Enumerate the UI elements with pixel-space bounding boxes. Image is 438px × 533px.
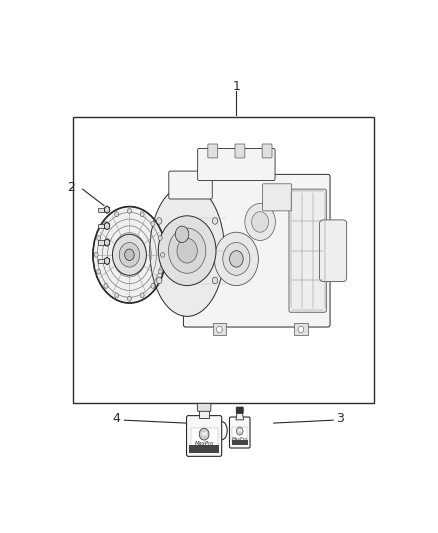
- Circle shape: [115, 293, 119, 298]
- Text: MaxPro: MaxPro: [232, 437, 248, 441]
- Polygon shape: [104, 257, 110, 265]
- Text: MaxPro: MaxPro: [194, 441, 214, 446]
- Circle shape: [237, 427, 243, 435]
- FancyBboxPatch shape: [230, 417, 250, 448]
- Polygon shape: [236, 412, 244, 420]
- Text: M: M: [201, 432, 207, 437]
- Circle shape: [223, 243, 250, 276]
- FancyBboxPatch shape: [319, 220, 346, 281]
- Circle shape: [104, 284, 108, 288]
- Bar: [98, 207, 106, 212]
- Ellipse shape: [150, 185, 224, 317]
- FancyBboxPatch shape: [235, 144, 245, 158]
- Circle shape: [177, 238, 197, 263]
- FancyBboxPatch shape: [289, 189, 326, 312]
- FancyBboxPatch shape: [187, 416, 222, 456]
- FancyBboxPatch shape: [262, 184, 292, 211]
- Bar: [74, 117, 374, 402]
- Circle shape: [212, 277, 218, 284]
- Bar: [98, 259, 106, 263]
- Circle shape: [125, 249, 134, 261]
- Circle shape: [158, 269, 162, 274]
- Bar: [189, 446, 219, 453]
- Bar: [98, 224, 106, 228]
- FancyBboxPatch shape: [208, 144, 218, 158]
- FancyBboxPatch shape: [169, 171, 212, 199]
- Circle shape: [158, 216, 216, 286]
- Circle shape: [212, 217, 218, 224]
- Text: 3: 3: [336, 413, 344, 425]
- Circle shape: [151, 221, 155, 226]
- Circle shape: [156, 277, 162, 284]
- Bar: [191, 428, 218, 448]
- Circle shape: [97, 236, 101, 240]
- Circle shape: [214, 232, 258, 286]
- Text: 1: 1: [233, 80, 240, 93]
- Circle shape: [97, 269, 101, 274]
- Bar: [212, 324, 226, 335]
- Bar: [294, 324, 307, 335]
- Polygon shape: [104, 222, 110, 230]
- Circle shape: [104, 221, 108, 226]
- Circle shape: [151, 284, 155, 288]
- Circle shape: [119, 243, 140, 267]
- Circle shape: [169, 228, 206, 273]
- Circle shape: [140, 212, 144, 217]
- Bar: [199, 410, 209, 418]
- Circle shape: [140, 293, 144, 298]
- Circle shape: [230, 251, 243, 267]
- Polygon shape: [104, 239, 110, 246]
- Circle shape: [298, 326, 304, 333]
- Circle shape: [199, 428, 209, 440]
- FancyBboxPatch shape: [262, 144, 272, 158]
- Circle shape: [175, 226, 189, 243]
- Circle shape: [158, 236, 162, 240]
- FancyBboxPatch shape: [198, 149, 275, 181]
- FancyBboxPatch shape: [184, 174, 330, 327]
- Text: 2: 2: [67, 181, 75, 193]
- Polygon shape: [104, 206, 110, 213]
- Circle shape: [94, 252, 98, 257]
- FancyBboxPatch shape: [198, 403, 211, 411]
- Circle shape: [115, 212, 119, 217]
- Circle shape: [156, 217, 162, 224]
- Bar: [232, 440, 247, 445]
- Circle shape: [245, 204, 276, 240]
- Circle shape: [217, 326, 222, 333]
- Text: 4: 4: [112, 413, 120, 425]
- Circle shape: [251, 212, 268, 232]
- Circle shape: [127, 208, 131, 213]
- Ellipse shape: [93, 207, 166, 303]
- Bar: [98, 240, 106, 245]
- Circle shape: [161, 252, 165, 257]
- Circle shape: [127, 296, 131, 301]
- FancyBboxPatch shape: [236, 407, 243, 413]
- Bar: [232, 426, 247, 442]
- Text: M: M: [238, 429, 242, 433]
- Circle shape: [113, 235, 146, 276]
